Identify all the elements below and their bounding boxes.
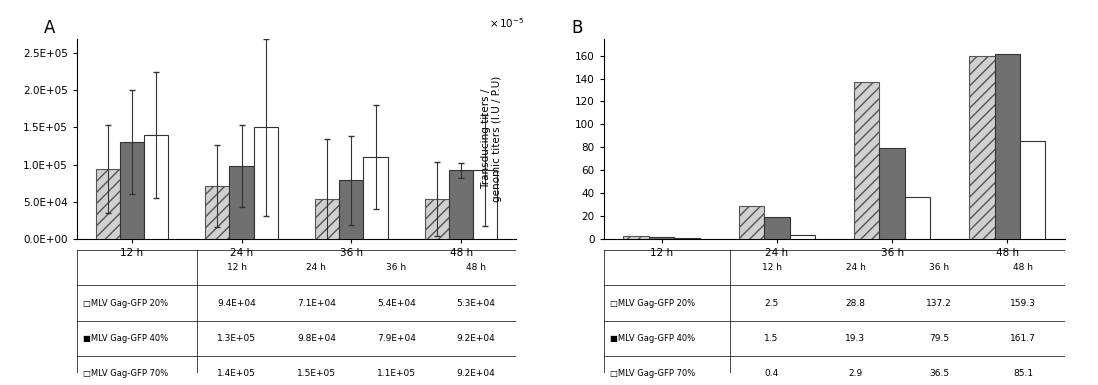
Bar [339,180,363,239]
Bar [764,217,789,239]
Text: □MLV Gag-GFP 70%: □MLV Gag-GFP 70% [82,369,168,378]
Text: 1.1E+05: 1.1E+05 [377,369,416,378]
Bar [315,199,339,239]
Bar [854,82,879,239]
Bar [449,171,473,239]
Text: 1.5E+05: 1.5E+05 [296,369,336,378]
Text: 12 h: 12 h [762,263,782,272]
Text: 1.5: 1.5 [764,334,778,343]
Text: B: B [571,19,582,37]
Text: 28.8: 28.8 [845,298,865,308]
Bar [363,157,388,239]
Text: 5.3E+04: 5.3E+04 [457,298,495,308]
Text: 36 h: 36 h [929,263,950,272]
Text: 7.1E+04: 7.1E+04 [296,298,336,308]
Text: 19.3: 19.3 [845,334,865,343]
Bar [995,54,1020,239]
Bar [970,57,995,239]
Text: 12 h: 12 h [226,263,247,272]
Bar [1020,141,1045,239]
Bar [905,197,930,239]
Bar [96,169,120,239]
Y-axis label: Transducing titers /
genomic titers (I.U / P.U): Transducing titers / genomic titers (I.U… [481,75,503,202]
Text: 9.4E+04: 9.4E+04 [217,298,256,308]
Bar [649,237,674,239]
Bar [739,206,764,239]
Text: 9.8E+04: 9.8E+04 [296,334,336,343]
Text: 24 h: 24 h [306,263,326,272]
Bar [254,127,278,239]
Text: □MLV Gag-GFP 70%: □MLV Gag-GFP 70% [610,369,695,378]
Text: 9.2E+04: 9.2E+04 [457,369,495,378]
Bar [624,236,649,239]
Text: 7.9E+04: 7.9E+04 [377,334,416,343]
Text: 159.3: 159.3 [1010,298,1037,308]
Text: 79.5: 79.5 [929,334,950,343]
Text: 2.9: 2.9 [849,369,863,378]
Text: 48 h: 48 h [1013,263,1033,272]
Text: □MLV Gag-GFP 20%: □MLV Gag-GFP 20% [82,298,168,308]
Text: 161.7: 161.7 [1010,334,1037,343]
Text: ■MLV Gag-GFP 40%: ■MLV Gag-GFP 40% [610,334,695,343]
Text: 0.4: 0.4 [764,369,778,378]
Text: ■MLV Gag-GFP 40%: ■MLV Gag-GFP 40% [82,334,168,343]
Bar [674,238,699,239]
Bar [789,235,815,239]
Text: □MLV Gag-GFP 20%: □MLV Gag-GFP 20% [610,298,695,308]
Bar [120,142,144,239]
Text: A: A [44,19,55,37]
Text: 48 h: 48 h [467,263,486,272]
Text: 36 h: 36 h [386,263,406,272]
Text: 9.2E+04: 9.2E+04 [457,334,495,343]
Text: $\times\,10^{-5}$: $\times\,10^{-5}$ [489,17,525,30]
Bar [879,148,905,239]
Text: 24 h: 24 h [845,263,865,272]
Text: 1.3E+05: 1.3E+05 [217,334,256,343]
Bar [229,166,254,239]
Bar [473,171,497,239]
Text: 1.4E+05: 1.4E+05 [217,369,256,378]
Text: 137.2: 137.2 [927,298,952,308]
Bar [205,186,229,239]
Bar [425,199,449,239]
Text: 85.1: 85.1 [1013,369,1033,378]
Text: 36.5: 36.5 [929,369,950,378]
Bar [144,135,168,239]
Text: 5.4E+04: 5.4E+04 [377,298,416,308]
Text: 2.5: 2.5 [764,298,778,308]
